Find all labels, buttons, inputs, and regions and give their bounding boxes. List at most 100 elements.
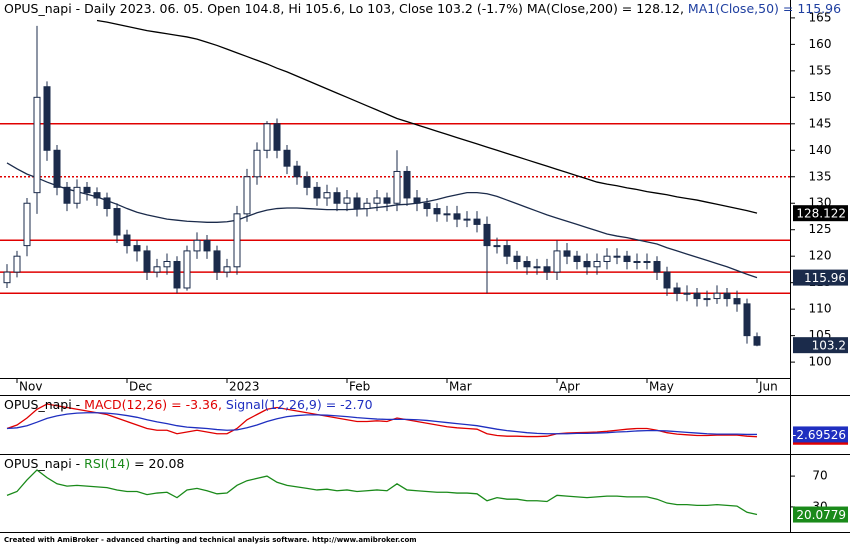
- candle-body: [443, 213, 451, 216]
- candle-body: [553, 250, 561, 273]
- candle-body: [683, 292, 691, 295]
- candle-body: [73, 186, 81, 204]
- candle-body: [753, 336, 761, 346]
- candle-body: [603, 255, 611, 262]
- candle-body: [483, 223, 491, 247]
- candle-body: [533, 266, 541, 269]
- candle-body: [243, 176, 251, 215]
- candle-body: [593, 260, 601, 268]
- candle-body: [213, 250, 221, 273]
- candle-body: [233, 213, 241, 268]
- y-tick-label: 100: [809, 355, 832, 369]
- candle-body: [713, 292, 721, 300]
- panel-title-part: OPUS_napi - Daily 2023. 06. 05. Open 104…: [4, 1, 527, 16]
- candle-body: [743, 303, 751, 337]
- candle-body: [663, 271, 671, 289]
- candle-body: [93, 192, 101, 199]
- candle-body: [353, 197, 361, 210]
- x-tick-label: Feb: [349, 380, 370, 394]
- candle-body: [153, 266, 161, 273]
- y-tick-label: 110: [809, 302, 832, 316]
- candle-body: [473, 218, 481, 225]
- candle-body: [53, 149, 61, 188]
- candle-body: [43, 86, 51, 151]
- candle-body: [363, 202, 371, 210]
- candle-body: [613, 255, 621, 258]
- candle-body: [13, 255, 21, 273]
- last-value-tag: [793, 426, 848, 443]
- series-line: [6, 412, 758, 436]
- last-value-label: 115.96: [804, 271, 846, 285]
- candle-body: [303, 176, 311, 188]
- candle-body: [103, 197, 111, 210]
- panel-title-part: OPUS_napi -: [4, 397, 84, 412]
- x-tick-label: 2023: [229, 380, 260, 394]
- candle-body: [623, 255, 631, 262]
- candle-body: [583, 260, 591, 268]
- last-value-tag: [793, 269, 848, 286]
- candle-body: [463, 218, 471, 221]
- y-tick-label: 120: [809, 249, 832, 263]
- candle-body: [493, 245, 501, 248]
- candle-body: [703, 298, 711, 301]
- candle-body: [643, 260, 651, 263]
- candle-body: [23, 202, 31, 247]
- candle-body: [123, 234, 131, 247]
- footer: Created with AmiBroker - advanced charti…: [4, 536, 417, 544]
- last-value-label: 20.0779: [796, 508, 846, 522]
- last-value-label: -2.69526: [792, 428, 846, 442]
- candle-body: [393, 170, 401, 204]
- candle-body: [563, 250, 571, 257]
- y-tick-label: 125: [809, 222, 832, 236]
- candle-body: [723, 292, 731, 300]
- series-line: [6, 162, 758, 279]
- y-tick-label: 135: [809, 169, 832, 183]
- x-tick-label: Jun: [758, 380, 778, 394]
- y-tick-label: 150: [809, 90, 832, 104]
- candle-body: [33, 96, 41, 194]
- candle-body: [413, 197, 421, 204]
- candle-body: [343, 197, 351, 204]
- candle-body: [133, 245, 141, 252]
- panel-title-part: RSI(14): [84, 456, 130, 471]
- candle-body: [513, 255, 521, 262]
- candle-body: [633, 260, 641, 263]
- candle-body: [293, 165, 301, 178]
- candle-body: [503, 245, 511, 257]
- panel-title-part: MACD(12,26) = -3.36,: [84, 397, 226, 412]
- y-tick-label: 70: [812, 469, 827, 483]
- x-tick-label: Dec: [129, 380, 152, 394]
- candle-body: [383, 197, 391, 204]
- candle-body: [373, 197, 381, 204]
- series-line: [6, 469, 758, 516]
- candle-body: [433, 208, 441, 215]
- candle-body: [113, 208, 121, 236]
- candle-body: [263, 123, 271, 151]
- candle-body: [223, 266, 231, 273]
- y-tick-label: 145: [809, 116, 832, 130]
- candle-body: [283, 149, 291, 167]
- candle-body: [193, 239, 201, 252]
- panel-title-part: MA(Close,200) = 128.12,: [527, 1, 688, 16]
- panel-title: OPUS_napi - RSI(14) = 20.08: [4, 456, 184, 471]
- x-tick-label: May: [649, 380, 674, 394]
- candle-body: [333, 192, 341, 204]
- candle-body: [163, 260, 171, 268]
- candle-body: [313, 186, 321, 199]
- candle-body: [173, 260, 181, 289]
- y-tick-label: 160: [809, 37, 832, 51]
- series-line: [6, 403, 758, 438]
- y-tick-label: 155: [809, 63, 832, 77]
- candle-body: [423, 202, 431, 210]
- candle-body: [673, 287, 681, 294]
- last-value-label: 103.2: [812, 339, 846, 353]
- panel-title-part: Signal(12,26,9) = -2.70: [226, 397, 373, 412]
- last-value-tag: [793, 337, 848, 354]
- panel-title-part: MA1(Close,50) = 115.96: [688, 1, 841, 16]
- panel-title-part: OPUS_napi -: [4, 456, 84, 471]
- candle-body: [143, 250, 151, 273]
- series-line: [96, 19, 758, 214]
- candle-body: [403, 170, 411, 199]
- last-value-label: 128.122: [796, 207, 846, 221]
